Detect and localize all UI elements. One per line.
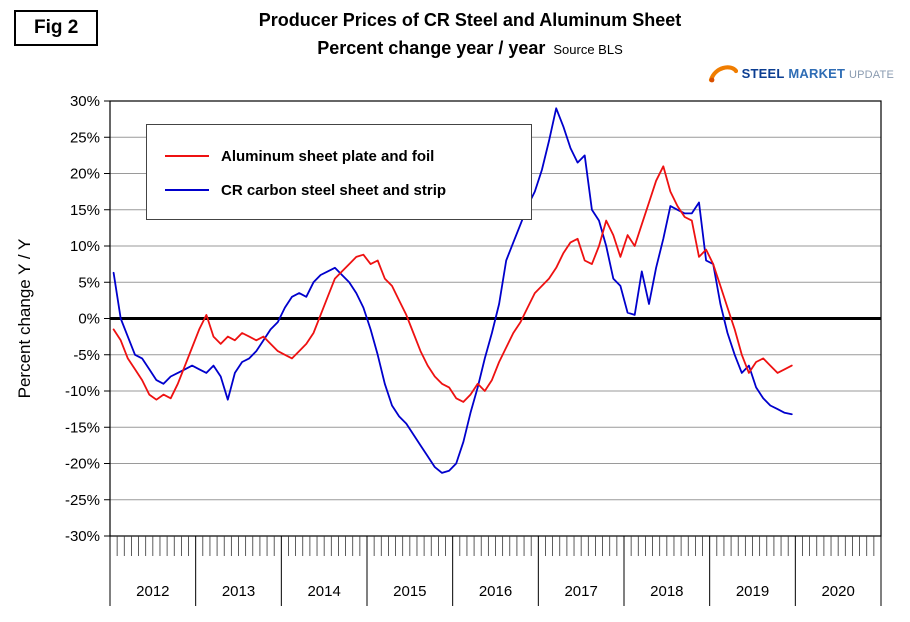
smu-logo-text: STEEL MARKET UPDATE xyxy=(742,66,894,81)
legend-swatch-aluminum xyxy=(165,155,209,157)
legend-label-cr-steel: CR carbon steel sheet and strip xyxy=(221,181,447,199)
figure-label: Fig 2 xyxy=(34,17,79,38)
chart-subtitle-text: Percent change year / year xyxy=(317,38,546,58)
figure-label-box: Fig 2 xyxy=(14,10,99,46)
x-year-label: 2012 xyxy=(136,583,169,600)
y-tick-label: 5% xyxy=(78,274,100,291)
smu-logo-update: UPDATE xyxy=(848,68,894,81)
series-line-aluminum xyxy=(112,165,793,403)
x-year-label: 2015 xyxy=(393,583,426,600)
y-tick-label: -5% xyxy=(73,347,100,364)
legend-entry-aluminum: Aluminum sheet plate and foil xyxy=(165,139,513,173)
x-year-label: 2019 xyxy=(736,583,769,600)
y-tick-label: -15% xyxy=(65,419,100,436)
series-line-cr-steel xyxy=(112,107,793,474)
y-tick-label: 20% xyxy=(70,166,100,183)
y-tick-label: 10% xyxy=(70,238,100,255)
x-year-label: 2020 xyxy=(821,583,854,600)
x-year-label: 2017 xyxy=(564,583,597,600)
y-tick-label: -25% xyxy=(65,492,100,509)
y-tick-label: 25% xyxy=(70,129,100,146)
legend-entry-cr-steel: CR carbon steel sheet and strip xyxy=(165,173,513,207)
chart-title: Producer Prices of CR Steel and Aluminum… xyxy=(258,10,682,30)
chart-legend: Aluminum sheet plate and foil CR carbon … xyxy=(146,124,532,220)
smu-logo: STEEL MARKET UPDATE xyxy=(708,62,894,84)
legend-label-aluminum: Aluminum sheet plate and foil xyxy=(221,147,435,165)
y-axis-title: Percent change Y / Y xyxy=(15,239,34,399)
smu-logo-steel: STEEL xyxy=(741,65,785,81)
y-tick-label: 30% xyxy=(70,93,100,110)
chart-subtitle: Percent change year / year Source BLS xyxy=(120,38,820,59)
x-year-label: 2013 xyxy=(222,583,255,600)
y-tick-label: 15% xyxy=(70,202,100,219)
smu-logo-market: MARKET xyxy=(788,65,846,81)
y-tick-label: -20% xyxy=(65,456,100,473)
source-label: Source BLS xyxy=(553,42,623,57)
y-tick-label: -30% xyxy=(65,528,100,545)
smu-logo-swoosh-icon xyxy=(708,65,738,83)
x-year-label: 2018 xyxy=(650,583,683,600)
y-tick-label: 0% xyxy=(78,311,100,328)
y-tick-label: -10% xyxy=(65,383,100,400)
x-year-label: 2014 xyxy=(307,583,340,600)
x-year-label: 2016 xyxy=(479,583,512,600)
legend-swatch-cr-steel xyxy=(165,189,209,191)
